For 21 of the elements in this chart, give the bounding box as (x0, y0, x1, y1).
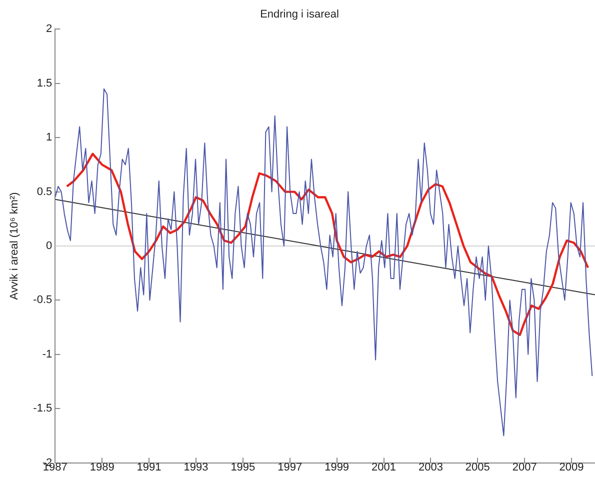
y-tick-label: -1.5 (33, 402, 52, 415)
y-tick-label: -0.5 (33, 294, 52, 306)
x-tick-label: 1999 (324, 461, 350, 474)
y-tick-label: 1.5 (36, 77, 52, 90)
x-tick-label: 2001 (372, 461, 396, 474)
x-tick-label: 2003 (418, 461, 443, 474)
y-tick-label: -1 (42, 348, 52, 360)
y-tick-label: 0.5 (36, 186, 52, 198)
x-tick-label: 1989 (90, 461, 114, 474)
x-tick-label: 2005 (465, 461, 490, 474)
x-tick-label: 1997 (278, 461, 302, 474)
y-tick-label: 2 (46, 23, 52, 36)
x-tick-label: 2009 (559, 461, 584, 474)
y-axis-title: Avvik i areal (10⁶ km²) (8, 192, 21, 300)
y-tick-label: 1 (46, 132, 52, 144)
x-tick-label: 1993 (184, 461, 208, 474)
x-tick-label: 2007 (512, 461, 537, 474)
chart-title: Endring i isareal (260, 8, 339, 21)
x-tick-label: 1991 (136, 461, 162, 474)
y-tick-label: 0 (46, 240, 52, 252)
x-tick-label: 1995 (230, 461, 256, 474)
